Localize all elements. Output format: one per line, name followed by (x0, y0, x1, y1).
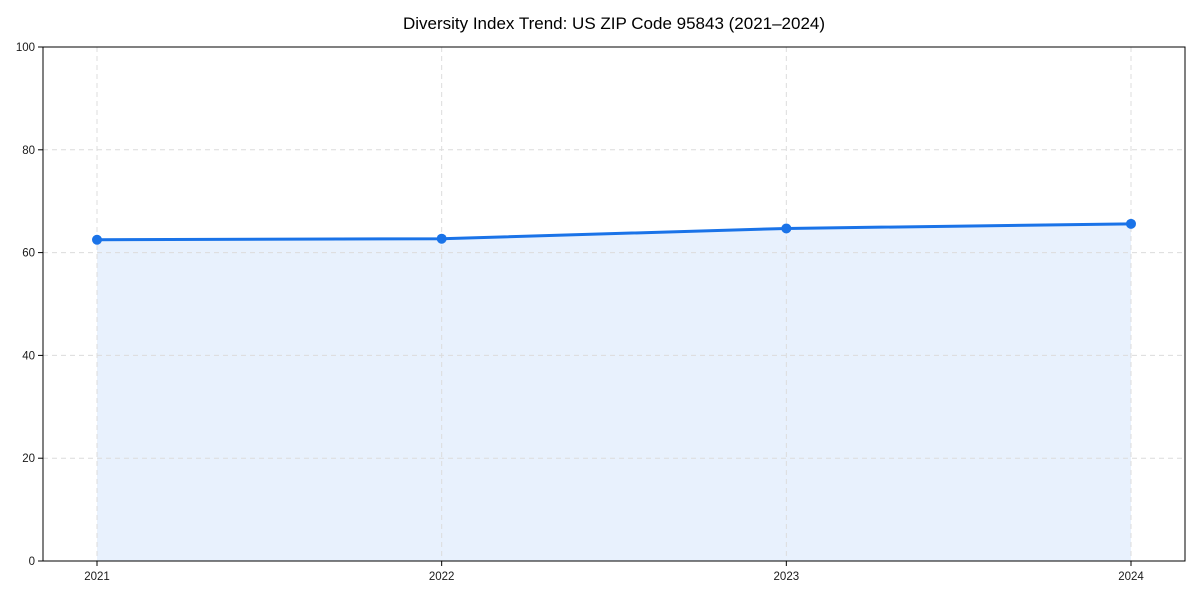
y-tick-label: 0 (29, 556, 35, 568)
data-point-markers (92, 218, 1136, 245)
data-point (92, 234, 102, 245)
x-tick-label: 2022 (429, 571, 455, 583)
gridlines (43, 47, 1185, 561)
y-tick-labels: 0 20 40 60 80 100 (16, 42, 35, 568)
trend-line-path (95, 222, 1133, 242)
plot-border (42, 46, 1186, 562)
area-fill-shape (97, 223, 1131, 562)
chart-title: Diversity Index Trend: US ZIP Code 95843… (403, 14, 825, 33)
x-tick-label: 2021 (84, 571, 110, 583)
y-tick-label: 80 (22, 145, 35, 157)
data-point (436, 233, 447, 244)
y-tick-label: 40 (22, 350, 35, 362)
x-tick-label: 2024 (1118, 571, 1144, 583)
x-tick-labels: 2021 2022 2023 2024 (84, 571, 1144, 583)
y-tick-label: 60 (22, 248, 35, 260)
axis-ticks (38, 46, 1132, 566)
data-point (781, 223, 792, 234)
trend-line (95, 222, 1133, 242)
y-tick-label: 100 (16, 42, 35, 54)
x-tick-label: 2023 (774, 571, 800, 583)
y-tick-label: 20 (22, 453, 35, 465)
area-fill (97, 223, 1131, 562)
data-point (1126, 218, 1136, 229)
